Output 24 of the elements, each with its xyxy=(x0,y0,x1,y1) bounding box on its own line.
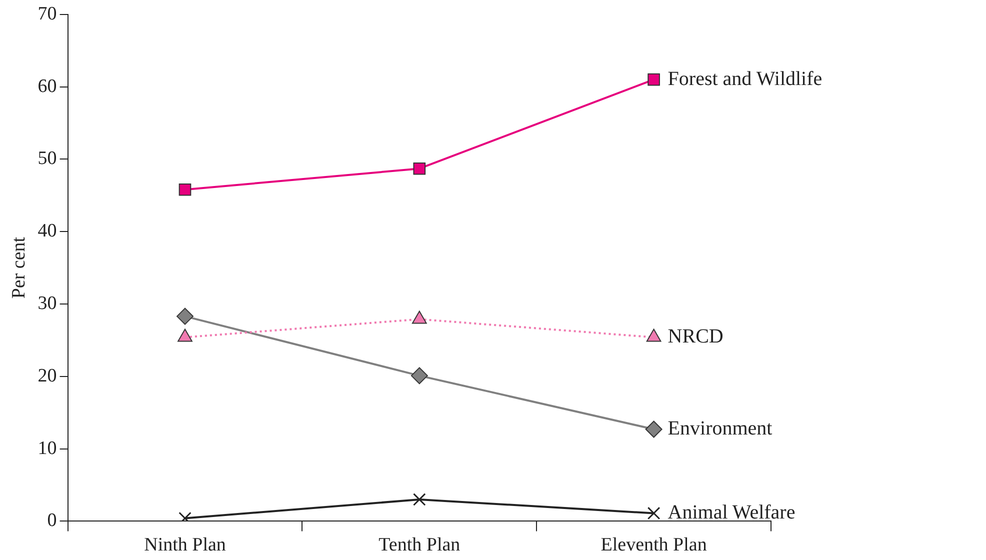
x-tick-label: Tenth Plan xyxy=(378,534,461,556)
y-tick-label: 50 xyxy=(38,148,57,170)
y-tick-label: 20 xyxy=(38,365,57,386)
y-axis-title: Per cent xyxy=(8,236,30,299)
point xyxy=(178,183,192,196)
point xyxy=(176,308,194,325)
point xyxy=(648,73,660,86)
point xyxy=(645,420,662,438)
series-label: Animal Welfare xyxy=(668,501,796,524)
y-tick-label: 10 xyxy=(38,438,57,459)
y-tick-label: 40 xyxy=(38,220,57,242)
point xyxy=(410,367,428,384)
point xyxy=(413,162,426,175)
y-tick-label: 0 xyxy=(47,510,57,532)
series-label: NRCD xyxy=(668,326,724,348)
x-tick-label: Eleventh Plan xyxy=(600,534,708,556)
y-tick-label: 60 xyxy=(38,76,57,97)
point xyxy=(412,493,426,506)
y-tick-label: 70 xyxy=(38,3,57,24)
series-label: Environment xyxy=(668,418,773,440)
series-label: Forest and Wildlife xyxy=(668,68,822,90)
y-tick-label: 30 xyxy=(38,292,57,314)
point xyxy=(647,506,660,520)
x-tick-label: Ninth Plan xyxy=(144,534,226,556)
